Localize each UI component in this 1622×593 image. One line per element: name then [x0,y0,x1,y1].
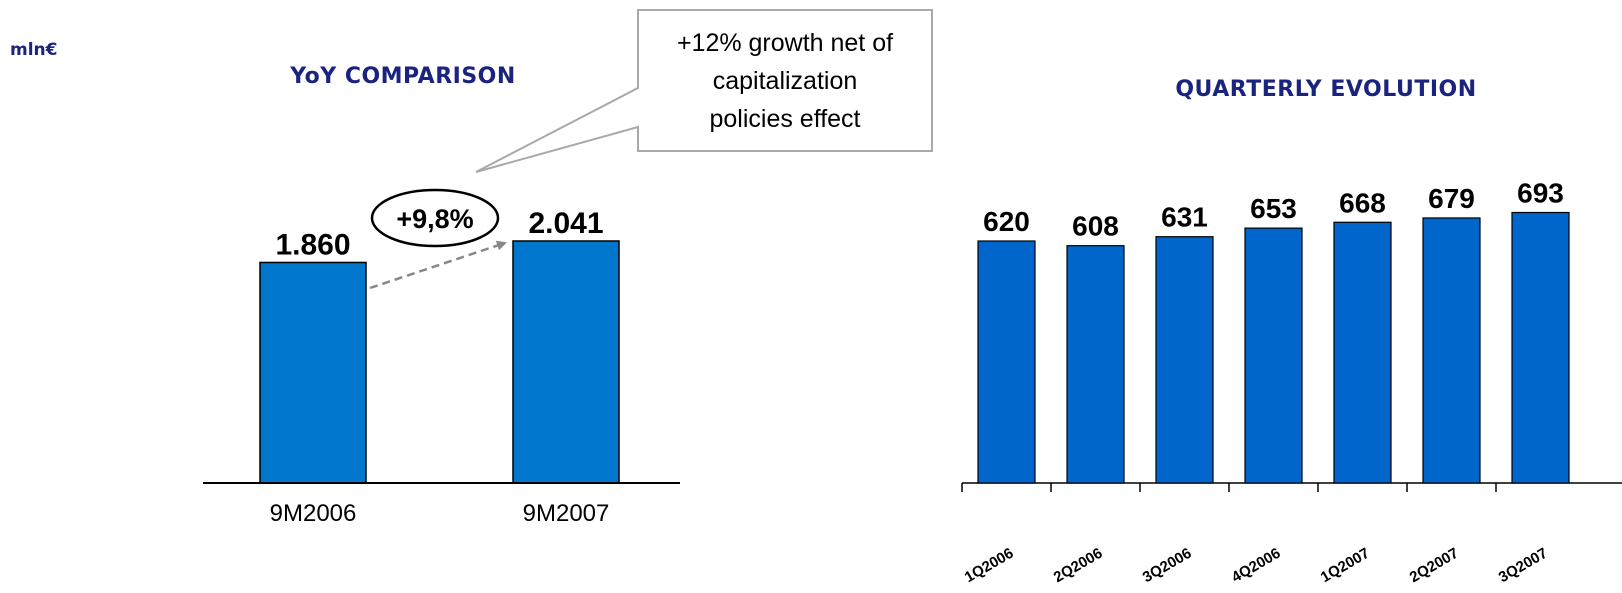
quarterly-category-label: 3Q2007 [1496,545,1551,586]
quarterly-evolution-chart: QUARTERLY EVOLUTION 620 1Q2006 608 2Q2006 63… [961,77,1622,586]
yoy-bar [512,240,620,484]
quarterly-category-label: 3Q2006 [1140,545,1195,586]
quarterly-bar [977,240,1036,484]
callout-note-line: policies effect [709,105,860,133]
growth-badge: +9,8% [370,188,500,248]
quarterly-category-label: 1Q2007 [1318,545,1373,586]
quarterly-value-label: 679 [1428,183,1475,214]
growth-badge-text: +9,8% [396,204,473,234]
yoy-comparison-chart: YoY COMPARISON 1.860 9M2006 2.041 9M2007 [203,64,680,527]
quarterly-value-label: 631 [1161,202,1208,233]
quarterly-chart-title: QUARTERLY EVOLUTION [1175,77,1476,102]
unit-label: mln€ [10,40,57,60]
callout-box [475,9,933,173]
yoy-value-label: 2.041 [528,207,603,240]
quarterly-bar [1511,211,1570,484]
growth-badge-ellipse [370,188,500,248]
yoy-value-label: 1.860 [275,228,350,261]
quarterly-category-label: 2Q2007 [1407,545,1462,586]
quarterly-category-label: 2Q2006 [1051,545,1106,586]
yoy-bar [259,261,367,484]
growth-note-callout: +12% growth net of capitalization polici… [475,9,933,173]
yoy-category-label: 9M2006 [270,500,357,527]
yoy-category-label: 9M2007 [523,500,610,527]
quarterly-bar [1244,227,1303,484]
quarterly-value-label: 668 [1339,187,1386,218]
quarterly-category-label: 1Q2006 [962,545,1017,586]
growth-arrow [369,240,507,290]
quarterly-bar [1333,221,1392,484]
callout-note-line: +12% growth net of [677,29,893,57]
quarterly-category-label: 4Q2006 [1229,545,1284,586]
callout-note-line: capitalization [713,67,858,95]
yoy-chart-title: YoY COMPARISON [289,64,516,89]
quarterly-bar [1066,245,1125,484]
quarterly-bar [1422,217,1481,484]
quarterly-value-label: 653 [1250,193,1297,224]
quarterly-value-label: 620 [983,206,1030,237]
quarterly-value-label: 608 [1072,211,1119,242]
quarterly-bar [1155,236,1214,484]
quarterly-value-label: 693 [1517,178,1564,209]
